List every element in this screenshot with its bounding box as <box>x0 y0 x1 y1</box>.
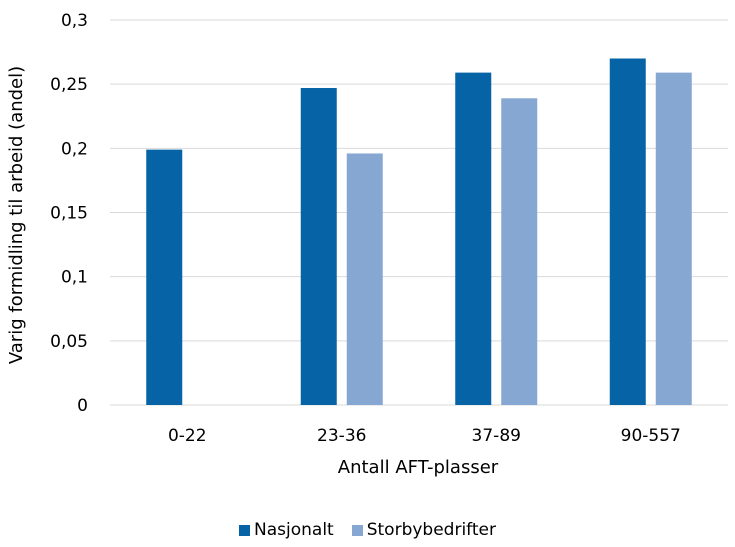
bar-nasjonalt-23-36 <box>300 88 337 406</box>
y-tick-label: 0,25 <box>50 75 88 95</box>
gridlines <box>110 19 728 406</box>
legend-label: Storbybedrifter <box>366 520 496 540</box>
x-axis-ticks: 0-22 23-36 37-89 90-557 <box>168 426 681 446</box>
legend-swatch <box>239 524 251 536</box>
legend-swatch <box>351 524 363 536</box>
x-tick-label: 90-557 <box>621 426 681 446</box>
y-tick-label: 0,15 <box>50 204 88 224</box>
y-tick-label: 0,3 <box>61 11 88 31</box>
y-tick-label: 0,2 <box>61 139 88 159</box>
bars <box>146 58 692 406</box>
y-tick-label: 0 <box>77 396 88 416</box>
legend-item: Storbybedrifter <box>351 520 496 540</box>
x-tick-label: 37-89 <box>472 426 521 446</box>
legend-label: Nasjonalt <box>254 520 334 540</box>
y-axis-ticks: 0 0,05 0,1 0,15 0,2 0,25 0,3 <box>50 11 88 416</box>
bar-storbybedrifter-37-89 <box>501 98 538 406</box>
bar-storbybedrifter-90-557 <box>655 72 692 405</box>
x-tick-label: 23-36 <box>317 426 366 446</box>
x-axis-title: Antall AFT-plasser <box>338 457 499 478</box>
bar-nasjonalt-37-89 <box>455 72 492 405</box>
legend-item: Nasjonalt <box>239 520 334 540</box>
bar-storbybedrifter-23-36 <box>346 153 383 405</box>
y-tick-label: 0,1 <box>61 268 88 288</box>
y-tick-label: 0,05 <box>50 332 88 352</box>
legend: Nasjonalt Storbybedrifter <box>0 520 735 540</box>
y-axis-title: Varig formidling til arbeid (andel) <box>6 66 27 364</box>
bar-chart: 0 0,05 0,1 0,15 0,2 0,25 0,3 0-22 23-36 37-89 90-… <box>6 11 728 478</box>
bar-nasjonalt-90-557 <box>609 58 646 405</box>
x-tick-label: 0-22 <box>168 426 207 446</box>
bar-nasjonalt-0-22 <box>146 149 183 405</box>
